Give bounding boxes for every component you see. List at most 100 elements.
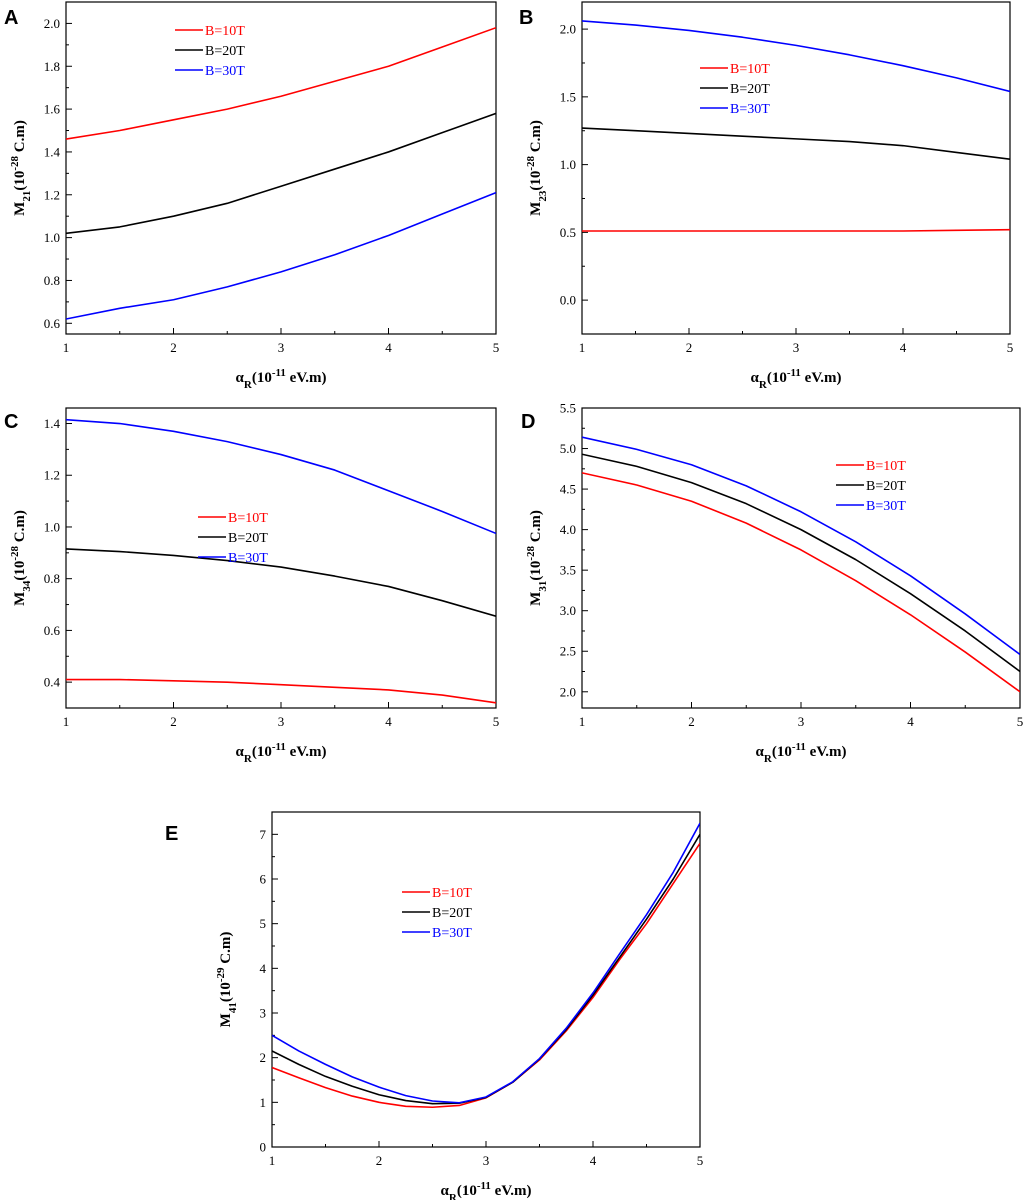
panel-letter-d: D: [521, 411, 535, 433]
y-tick-label: 0.8: [44, 273, 60, 288]
plot-frame: [581, 1, 1011, 335]
y-tick-label: 2: [260, 1050, 267, 1065]
y-axis-title: M41(10-29 C.m): [215, 932, 239, 1028]
legend-entry: B=30T: [205, 64, 245, 79]
x-axis-title: αR(10-11 eV.m): [236, 741, 327, 765]
y-tick-label: 5: [260, 916, 267, 931]
x-axis-title: αR(10-11 eV.m): [751, 367, 842, 391]
x-tick-label: 2: [170, 714, 177, 729]
x-tick-label: 1: [63, 714, 70, 729]
legend-entry: B=10T: [228, 511, 268, 526]
y-tick-label: 2.0: [560, 22, 576, 37]
y-tick-label: 7: [260, 827, 267, 842]
series-line-b20t: [272, 833, 700, 1105]
x-tick-label: 3: [278, 714, 285, 729]
y-tick-label: 3.5: [560, 563, 576, 578]
x-tick-label: 4: [907, 714, 914, 729]
x-tick-label: 3: [793, 340, 800, 355]
legend-entry: B=20T: [228, 531, 268, 546]
series-line-b30t: [272, 822, 700, 1104]
y-tick-label: 1.6: [44, 102, 61, 117]
y-tick-label: 3.0: [560, 603, 576, 618]
legend: B=10T B=20T B=30T: [175, 24, 245, 79]
x-tick-label: 5: [493, 714, 500, 729]
series-line-b10t: [66, 678, 496, 704]
y-axis-title: M34(10-28 C.m): [9, 510, 33, 606]
legend-entry: B=30T: [730, 102, 770, 117]
y-tick-label: 2.0: [560, 684, 576, 699]
x-tick-label: 2: [686, 340, 693, 355]
x-tick-label: 3: [798, 714, 805, 729]
x-tick-label: 3: [278, 340, 285, 355]
y-axis-title: M23(10-28 C.m): [525, 120, 549, 216]
y-tick-label: 4: [260, 961, 267, 976]
panel-a: A 1 2 3 4 5 0.6 0.8 1.0 1.2 1.4 1.6 1.8 2.0 αR(10-11 e…: [4, 1, 499, 391]
x-tick-label: 3: [483, 1153, 490, 1168]
y-tick-label: 6: [260, 872, 267, 887]
y-axis-title: M21(10-28 C.m): [9, 120, 33, 216]
y-tick-label: 1.0: [44, 519, 60, 534]
legend-entry: B=20T: [205, 44, 245, 59]
y-tick-label: 1.4: [44, 416, 61, 431]
series-line-b20t: [582, 453, 1020, 673]
y-tick-label: 0.8: [44, 571, 60, 586]
y-tick-label: 1: [260, 1095, 267, 1110]
legend-entry: B=20T: [432, 906, 472, 921]
series-line-b30t: [66, 418, 496, 535]
x-tick-label: 4: [385, 340, 392, 355]
panel-letter-b: B: [519, 7, 533, 29]
y-tick-label: 5.5: [560, 401, 576, 416]
legend-entry: B=10T: [205, 24, 245, 39]
series-line-b10t: [66, 26, 496, 140]
y-tick-label: 1.2: [44, 187, 60, 202]
legend: B=10T B=20T B=30T: [700, 62, 770, 117]
y-tick-label: 0.6: [44, 316, 61, 331]
x-tick-label: 1: [579, 340, 586, 355]
y-tick-label: 3: [260, 1006, 267, 1021]
panel-c: C 1 2 3 4 5 0.4 0.6 0.8 1.0 1.2 1.4 αR(10-11 eV.m) M3…: [4, 407, 500, 765]
series-line-b20t: [66, 548, 496, 617]
series-line-b30t: [66, 191, 496, 320]
x-tick-label: 5: [1007, 340, 1014, 355]
legend-entry: B=30T: [866, 499, 906, 514]
series-line-b30t: [582, 436, 1020, 656]
legend: B=10T B=20T B=30T: [198, 511, 268, 566]
y-tick-label: 0.4: [44, 675, 61, 690]
y-axis-title: M31(10-28 C.m): [525, 510, 549, 606]
panel-letter-a: A: [4, 7, 18, 29]
y-tick-label: 5.0: [560, 441, 576, 456]
series-line-b10t: [582, 472, 1020, 693]
legend-entry: B=30T: [432, 926, 472, 941]
x-tick-label: 4: [385, 714, 392, 729]
legend: B=10T B=20T B=30T: [836, 459, 906, 514]
panel-letter-c: C: [4, 411, 18, 433]
y-tick-label: 0.0: [560, 293, 576, 308]
x-tick-label: 5: [1017, 714, 1024, 729]
legend: B=10T B=20T B=30T: [402, 886, 472, 941]
plot-frame: [65, 1, 497, 335]
x-tick-label: 1: [579, 714, 586, 729]
x-axis-title: αR(10-11 eV.m): [441, 1180, 532, 1200]
y-tick-label: 1.8: [44, 59, 60, 74]
x-tick-label: 4: [590, 1153, 597, 1168]
x-tick-label: 4: [900, 340, 907, 355]
x-tick-label: 2: [688, 714, 695, 729]
legend-entry: B=20T: [730, 82, 770, 97]
legend-entry: B=30T: [228, 551, 268, 566]
legend-entry: B=10T: [730, 62, 770, 77]
series-line-b20t: [582, 127, 1010, 160]
series-line-b10t: [272, 842, 700, 1109]
y-tick-label: 0.6: [44, 623, 61, 638]
plot-frame: [65, 407, 497, 709]
y-tick-label: 2.5: [560, 644, 576, 659]
x-axis-title: αR(10-11 eV.m): [756, 741, 847, 765]
y-tick-label: 4.5: [560, 482, 576, 497]
y-tick-label: 2.0: [44, 16, 60, 31]
y-tick-label: 1.0: [560, 157, 576, 172]
legend-entry: B=10T: [866, 459, 906, 474]
series-line-b20t: [66, 112, 496, 235]
panel-b: B 1 2 3 4 5 0.0 0.5 1.0 1.5 2.0 αR(10-11 eV.m) M23(1…: [519, 1, 1014, 391]
x-axis-title: αR(10-11 eV.m): [236, 367, 327, 391]
